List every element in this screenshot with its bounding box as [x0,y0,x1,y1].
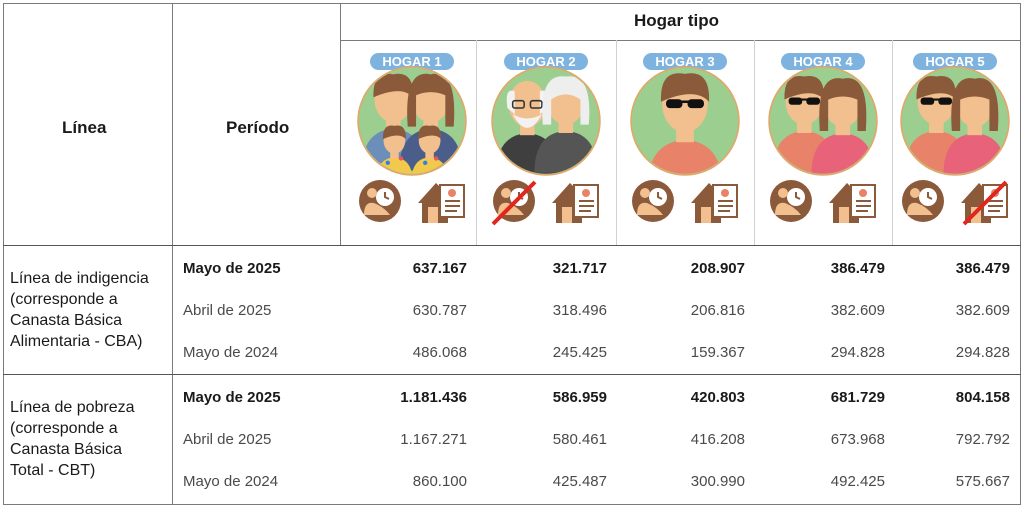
value-cell: 673.968 [830,431,885,448]
value-cell: 294.828 [830,344,885,361]
value-cell: 586.959 [552,389,607,406]
value-cell: 206.816 [690,302,745,319]
household-members-illustration [768,66,878,176]
infant-care-icon [487,174,543,230]
value-cell: 492.425 [830,473,885,490]
cross-out-icon [491,180,537,226]
divider [616,40,617,245]
divider [340,40,1021,41]
divider [340,3,341,245]
value-cell: 425.487 [552,473,607,490]
value-cell: 159.367 [690,344,745,361]
linea-label-line: Canasta Básica [10,312,123,329]
value-cell: 575.667 [955,473,1010,490]
linea-label-line: Canasta Básica [10,441,123,458]
infant-care-icon [764,174,820,230]
hogar-badge: HOGAR 2 [504,53,588,70]
hogar-badge: HOGAR 5 [913,53,997,70]
value-cell: 637.167 [412,260,467,277]
value-cell: 386.479 [830,260,885,277]
housing-rent-icon [688,174,744,230]
value-cell: 420.803 [690,389,745,406]
divider [892,40,893,245]
linea-label-line: (corresponde a [10,420,118,437]
infant-care-icon [353,174,409,230]
linea-label-line: Línea de pobreza [10,399,135,416]
value-cell: 416.208 [690,431,745,448]
divider [476,40,477,245]
value-cell: 681.729 [830,389,885,406]
header-linea: Línea [62,118,107,137]
linea-label: Línea de indigencia (corresponde a Canasta… [10,268,149,352]
value-cell: 300.990 [690,473,745,490]
period-cell: Abril de 2025 [183,431,272,448]
hogar-badge: HOGAR 1 [370,53,454,70]
value-cell: 318.496 [552,302,607,319]
value-cell: 860.100 [412,473,467,490]
hogar-badge: HOGAR 4 [781,53,865,70]
housing-rent-icon [826,174,882,230]
linea-label: Línea de pobreza (corresponde a Canasta Bá… [10,397,135,481]
value-cell: 321.717 [552,260,607,277]
table-frame [3,3,1021,505]
value-cell: 386.479 [955,260,1010,277]
household-members-illustration [357,66,467,176]
linea-label-line: Línea de indigencia [10,270,149,287]
housing-rent-icon [415,174,471,230]
value-cell: 792.792 [955,431,1010,448]
hogar-badge: HOGAR 3 [643,53,727,70]
divider [172,3,173,505]
header-hogar-tipo: Hogar tipo [634,11,719,30]
infant-care-icon [896,174,952,230]
header-periodo: Período [226,118,290,137]
value-cell: 245.425 [552,344,607,361]
period-cell: Mayo de 2025 [183,260,281,277]
period-cell: Abril de 2025 [183,302,272,319]
value-cell: 382.609 [830,302,885,319]
value-cell: 1.167.271 [400,431,467,448]
linea-label-line: Alimentaria - CBA) [10,333,143,350]
linea-label-line: (corresponde a [10,291,118,308]
value-cell: 580.461 [552,431,607,448]
household-members-illustration [491,66,601,176]
housing-rent-icon [549,174,605,230]
period-cell: Mayo de 2024 [183,473,279,490]
value-cell: 630.787 [412,302,467,319]
period-cell: Mayo de 2025 [183,389,281,406]
value-cell: 208.907 [690,260,745,277]
linea-label-line: Total - CBT) [10,462,96,479]
infant-care-icon [626,174,682,230]
cross-out-icon [962,180,1008,226]
value-cell: 294.828 [955,344,1010,361]
household-members-illustration [630,66,740,176]
value-cell: 382.609 [955,302,1010,319]
divider [3,374,1021,375]
divider [3,245,1021,246]
value-cell: 1.181.436 [400,389,467,406]
divider [754,40,755,245]
period-cell: Mayo de 2024 [183,344,279,361]
value-cell: 804.158 [955,389,1010,406]
value-cell: 486.068 [412,344,467,361]
household-members-illustration [900,66,1010,176]
housing-rent-icon [958,174,1014,230]
